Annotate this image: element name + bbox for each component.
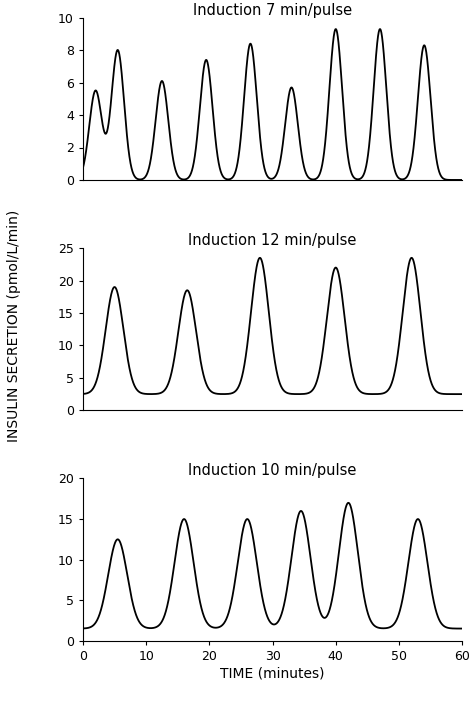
Title: Induction 10 min/pulse: Induction 10 min/pulse <box>188 464 357 479</box>
Title: Induction 7 min/pulse: Induction 7 min/pulse <box>193 3 352 18</box>
Text: INSULIN SECRETION (pmol/L/min): INSULIN SECRETION (pmol/L/min) <box>7 210 21 442</box>
X-axis label: TIME (minutes): TIME (minutes) <box>220 667 325 681</box>
Title: Induction 12 min/pulse: Induction 12 min/pulse <box>188 233 357 248</box>
